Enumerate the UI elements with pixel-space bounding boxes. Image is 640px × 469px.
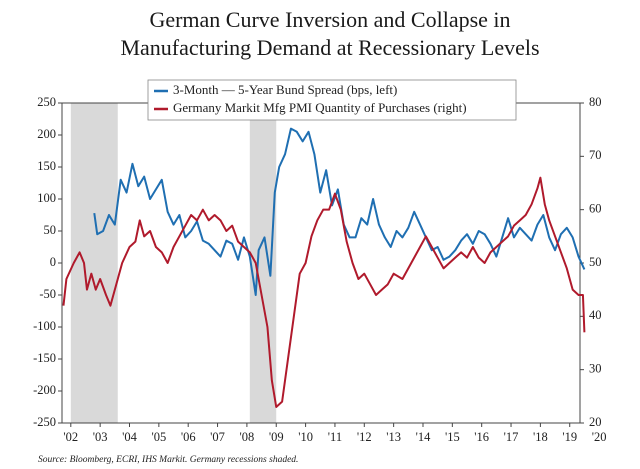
source-note: Source: Bloomberg, ECRI, IHS Markit. Ger… [38,455,298,465]
y2-tick-label: 40 [589,308,602,322]
y-tick-label: -50 [39,287,56,301]
x-tick-label: '07 [210,430,225,444]
y2-tick-label: 60 [589,202,602,216]
y-tick-label: 50 [44,223,57,237]
x-tick-label: '11 [328,430,342,444]
y-tick-label: -200 [33,383,56,397]
series-line [93,127,586,296]
y2-tick-label: 20 [589,415,602,429]
y-tick-label: 0 [50,255,56,269]
x-tick-label: '15 [445,430,460,444]
x-tick-label: '09 [269,430,284,444]
x-tick-label: '17 [504,430,519,444]
x-tick-label: '04 [122,430,138,444]
y-tick-label: -100 [33,319,56,333]
y-tick-label: 150 [37,159,56,173]
y-tick-label: -250 [33,415,56,429]
y-tick-label: 100 [37,191,56,205]
y2-tick-label: 30 [589,362,602,376]
plot-frame [61,102,581,424]
y-tick-label: 250 [37,95,56,109]
series-line [62,176,586,408]
legend-label: 3-Month — 5-Year Bund Spread (bps, left) [173,82,397,97]
legend-box [147,79,517,121]
x-tick-label: '12 [357,430,372,444]
x-tick-label: '18 [533,430,548,444]
chart-title: German Curve Inversion and Collapse in [149,7,510,32]
x-tick-label: '06 [181,430,196,444]
x-tick-label: '20 [592,430,607,444]
x-tick-label: '05 [151,430,166,444]
x-tick-label: '10 [298,430,313,444]
y2-tick-label: 50 [589,255,602,269]
recession-band [70,103,118,423]
chart-title: Manufacturing Demand at Recessionary Lev… [120,35,539,60]
y-tick-label: -150 [33,351,56,365]
y-tick-label: 200 [37,127,56,141]
legend-label: Germany Markit Mfg PMI Quantity of Purch… [173,100,467,115]
x-tick-label: '13 [386,430,401,444]
y2-tick-label: 80 [589,95,602,109]
x-tick-label: '19 [562,430,577,444]
x-tick-label: '02 [63,430,78,444]
x-tick-label: '14 [416,430,432,444]
x-tick-label: '03 [93,430,108,444]
y2-tick-label: 70 [589,148,602,162]
x-tick-label: '16 [474,430,489,444]
x-tick-label: '08 [240,430,255,444]
